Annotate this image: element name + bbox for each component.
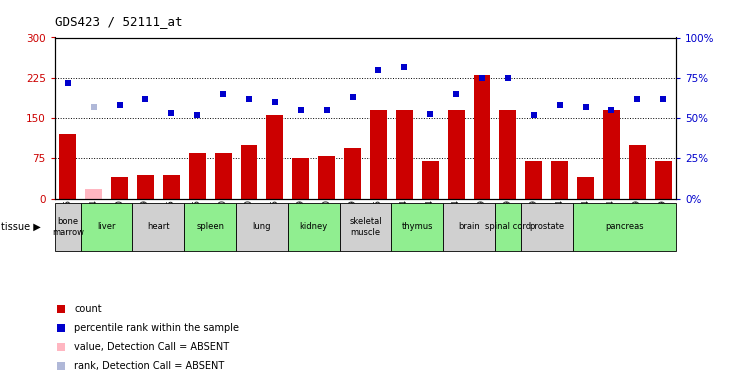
Text: liver: liver <box>97 222 115 231</box>
Text: GSM12749: GSM12749 <box>659 199 667 248</box>
Text: thymus: thymus <box>401 222 433 231</box>
Bar <box>189 153 205 199</box>
Bar <box>132 202 184 251</box>
Bar <box>396 110 413 199</box>
Text: GSM12670: GSM12670 <box>244 199 254 248</box>
Bar <box>629 145 645 199</box>
Bar <box>447 110 464 199</box>
Text: GSM12704: GSM12704 <box>555 199 564 248</box>
Text: GSM12734: GSM12734 <box>581 199 590 248</box>
Bar <box>292 158 309 199</box>
Text: GSM12679: GSM12679 <box>529 199 538 248</box>
Text: brain: brain <box>458 222 480 231</box>
Bar <box>340 202 391 251</box>
Bar <box>521 202 572 251</box>
Text: GDS423 / 52111_at: GDS423 / 52111_at <box>55 15 182 28</box>
Text: spleen: spleen <box>196 222 224 231</box>
Bar <box>443 202 495 251</box>
Text: heart: heart <box>147 222 170 231</box>
Bar <box>137 175 154 199</box>
Text: tissue ▶: tissue ▶ <box>1 222 40 232</box>
Bar <box>495 202 520 251</box>
Text: GSM12694: GSM12694 <box>400 199 409 248</box>
Bar <box>474 75 491 199</box>
Text: GSM12714: GSM12714 <box>452 199 461 248</box>
Text: GSM12729: GSM12729 <box>348 199 357 248</box>
Text: GSM12739: GSM12739 <box>633 199 642 248</box>
Bar <box>163 175 180 199</box>
Bar <box>111 177 128 199</box>
Text: GSM12635: GSM12635 <box>64 199 72 248</box>
Text: lung: lung <box>253 222 271 231</box>
Text: value, Detection Call = ABSENT: value, Detection Call = ABSENT <box>75 342 230 352</box>
Text: percentile rank within the sample: percentile rank within the sample <box>75 323 239 333</box>
Bar <box>55 202 80 251</box>
Bar <box>655 161 672 199</box>
Bar <box>572 202 676 251</box>
Bar <box>422 161 439 199</box>
Text: GSM12699: GSM12699 <box>296 199 306 248</box>
Text: rank, Detection Call = ABSENT: rank, Detection Call = ABSENT <box>75 361 224 370</box>
Bar <box>370 110 387 199</box>
Text: kidney: kidney <box>300 222 327 231</box>
Bar <box>344 148 361 199</box>
Bar <box>236 202 288 251</box>
Bar <box>86 189 102 199</box>
Text: GSM12655: GSM12655 <box>270 199 279 248</box>
Bar <box>240 145 257 199</box>
Text: GSM12744: GSM12744 <box>607 199 616 248</box>
Bar <box>499 110 516 199</box>
Bar <box>318 156 335 199</box>
Text: pancreas: pancreas <box>605 222 644 231</box>
Text: bone
marrow: bone marrow <box>52 217 84 237</box>
Bar <box>551 161 568 199</box>
Text: skeletal
muscle: skeletal muscle <box>349 217 382 237</box>
Bar <box>526 161 542 199</box>
Bar <box>184 202 236 251</box>
Bar <box>288 202 340 251</box>
Bar <box>267 116 284 199</box>
Bar <box>80 202 132 251</box>
Text: count: count <box>75 304 102 314</box>
Text: spinal cord: spinal cord <box>485 222 531 231</box>
Bar <box>577 177 594 199</box>
Text: GSM12724: GSM12724 <box>89 199 98 248</box>
Text: GSM12645: GSM12645 <box>167 199 176 248</box>
Text: GSM12689: GSM12689 <box>477 199 487 248</box>
Text: GSM12709: GSM12709 <box>504 199 512 248</box>
Text: GSM12650: GSM12650 <box>219 199 227 248</box>
Text: GSM12684: GSM12684 <box>425 199 435 248</box>
Text: GSM12719: GSM12719 <box>141 199 150 248</box>
Text: GSM12660: GSM12660 <box>322 199 331 248</box>
Text: GSM12640: GSM12640 <box>115 199 124 248</box>
Bar <box>215 153 232 199</box>
Text: prostate: prostate <box>529 222 564 231</box>
Bar <box>391 202 443 251</box>
Text: GSM12675: GSM12675 <box>374 199 383 248</box>
Text: GSM12665: GSM12665 <box>193 199 202 248</box>
Bar <box>59 134 76 199</box>
Bar <box>603 110 620 199</box>
